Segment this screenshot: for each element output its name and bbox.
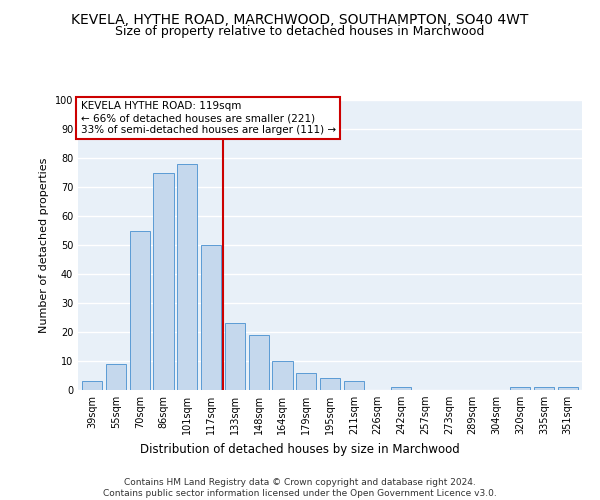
Bar <box>154 172 173 390</box>
Y-axis label: Number of detached properties: Number of detached properties <box>39 158 49 332</box>
Bar <box>177 164 197 390</box>
Bar <box>225 324 245 390</box>
Text: KEVELA HYTHE ROAD: 119sqm
← 66% of detached houses are smaller (221)
33% of semi: KEVELA HYTHE ROAD: 119sqm ← 66% of detac… <box>80 102 335 134</box>
Bar <box>320 378 340 390</box>
Bar <box>82 382 103 390</box>
Bar <box>557 387 578 390</box>
Bar <box>201 245 221 390</box>
Bar <box>344 382 364 390</box>
Bar <box>391 387 412 390</box>
Bar <box>510 387 530 390</box>
Bar <box>106 364 126 390</box>
Bar <box>534 387 554 390</box>
Bar <box>248 335 269 390</box>
Text: Contains HM Land Registry data © Crown copyright and database right 2024.
Contai: Contains HM Land Registry data © Crown c… <box>103 478 497 498</box>
Text: Distribution of detached houses by size in Marchwood: Distribution of detached houses by size … <box>140 442 460 456</box>
Text: KEVELA, HYTHE ROAD, MARCHWOOD, SOUTHAMPTON, SO40 4WT: KEVELA, HYTHE ROAD, MARCHWOOD, SOUTHAMPT… <box>71 12 529 26</box>
Text: Size of property relative to detached houses in Marchwood: Size of property relative to detached ho… <box>115 25 485 38</box>
Bar <box>130 230 150 390</box>
Bar <box>272 361 293 390</box>
Bar <box>296 372 316 390</box>
